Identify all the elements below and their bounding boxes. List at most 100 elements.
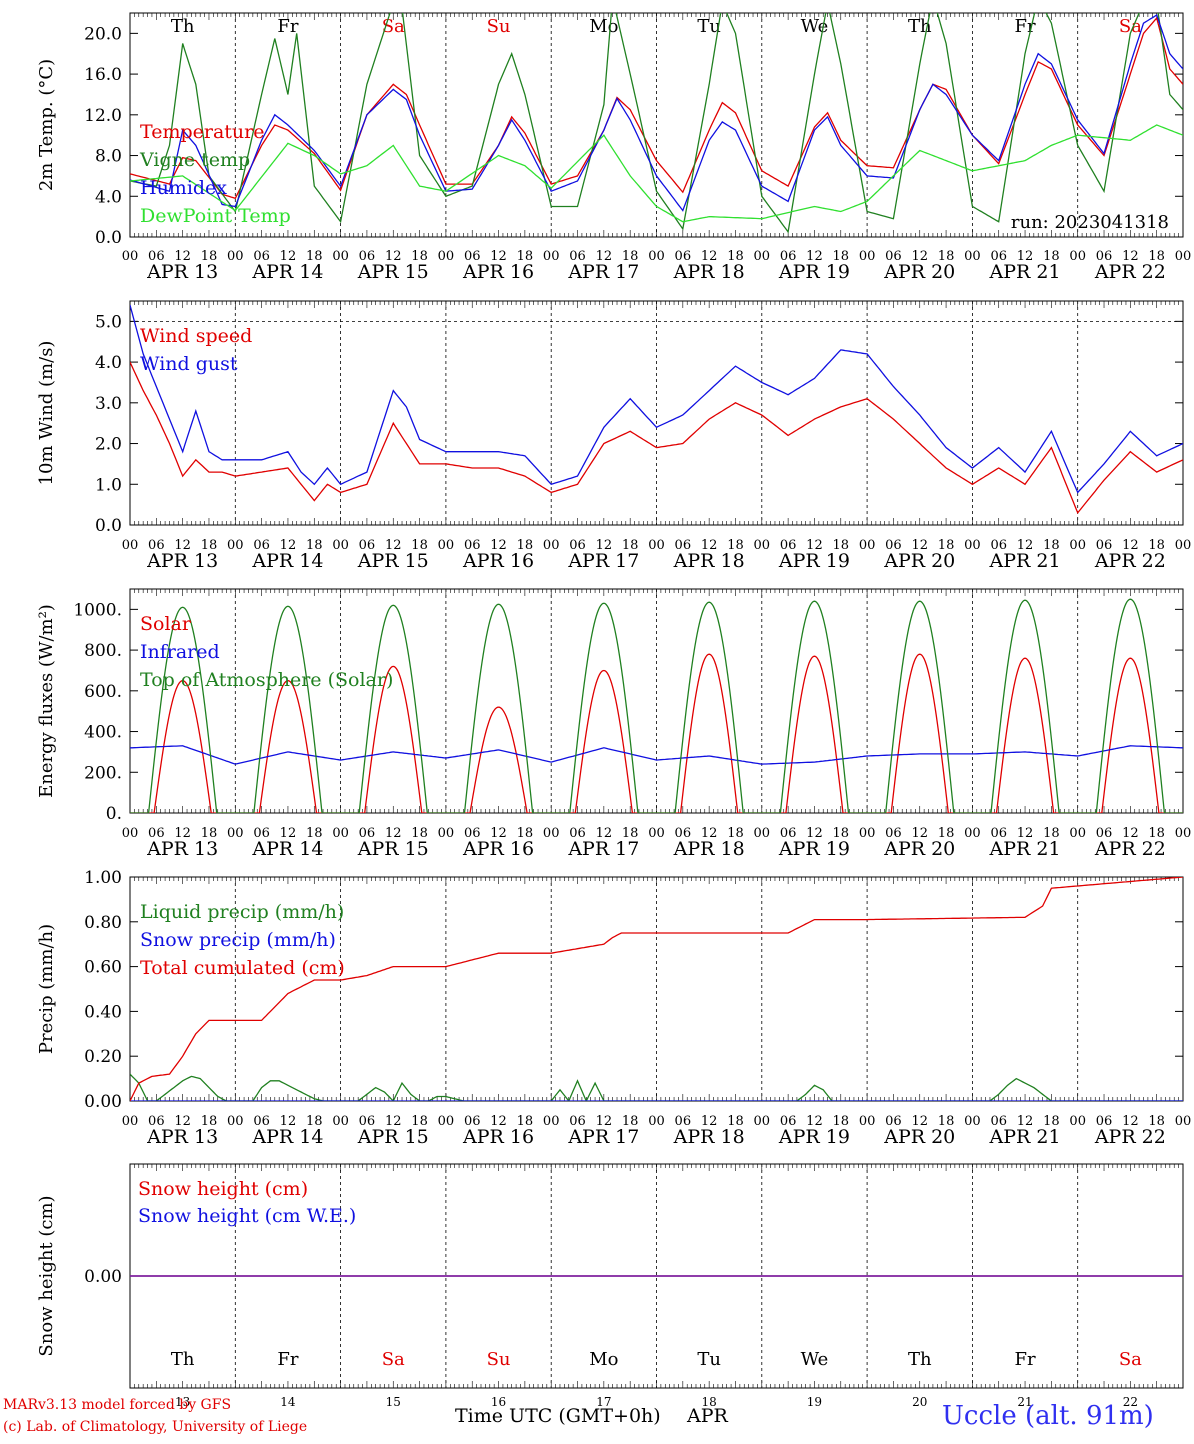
hour-tick-label: 00 [1175,249,1192,264]
day-label: APR 14 [251,261,323,283]
day-label: APR 20 [883,838,955,860]
hour-tick-label: 00 [543,826,560,841]
day-label: APR 18 [673,838,745,860]
day-number: 19 [807,1395,822,1409]
hour-tick-label: 06 [675,538,692,553]
day-name: Fr [277,16,298,37]
hour-tick-label: 06 [780,249,797,264]
hour-tick-label: 00 [332,249,349,264]
hour-tick-label: 12 [596,538,613,553]
day-label: APR 19 [778,1126,850,1148]
hour-tick-label: 12 [911,1114,928,1129]
y-tick-label: 0.60 [84,958,122,978]
y-tick-label: 800. [84,641,122,661]
y-tick-label: 0.80 [84,913,122,933]
hour-tick-label: 00 [1069,1114,1086,1129]
y-tick-label: 600. [84,682,122,702]
hour-tick-label: 06 [885,1114,902,1129]
hour-tick-label: 00 [648,1114,665,1129]
day-label: APR 19 [778,261,850,283]
day-label: APR 16 [462,261,534,283]
hour-tick-label: 18 [622,538,639,553]
hour-tick-label: 18 [727,538,744,553]
hour-tick-label: 00 [1175,538,1192,553]
day-label: APR 21 [989,1126,1061,1148]
day-label: APR 16 [462,838,534,860]
hour-tick-label: 12 [1122,826,1139,841]
hour-tick-label: 18 [517,538,534,553]
hour-tick-label: 00 [754,826,771,841]
hour-tick-label: 12 [490,826,507,841]
hour-tick-label: 00 [227,249,244,264]
hour-tick-label: 00 [438,249,455,264]
hour-tick-label: 12 [1017,249,1034,264]
day-label: APR 14 [251,1126,323,1148]
hour-tick-label: 18 [411,1114,428,1129]
hour-tick-label: 00 [332,538,349,553]
hour-tick-label: 12 [1122,249,1139,264]
hour-tick-label: 12 [490,249,507,264]
hour-tick-label: 12 [911,538,928,553]
credit-line-1: MARv3.13 model forced by GFS [3,1397,232,1413]
hour-tick-label: 06 [569,1114,586,1129]
legend-entry: Wind gust [140,353,238,375]
day-label: APR 15 [357,261,429,283]
hour-tick-label: 18 [306,249,323,264]
hour-tick-label: 12 [385,826,402,841]
hour-tick-label: 06 [1096,826,1113,841]
hour-tick-label: 06 [148,538,165,553]
day-name: Tu [697,1349,721,1370]
hour-tick-label: 12 [1017,826,1034,841]
y-tick-label: 8.0 [95,147,122,167]
hour-tick-label: 00 [438,538,455,553]
hour-tick-label: 06 [990,249,1007,264]
day-label: APR 18 [673,550,745,572]
hour-tick-label: 06 [1096,538,1113,553]
hour-tick-label: 06 [990,538,1007,553]
hour-tick-label: 00 [859,1114,876,1129]
x-axis-label: Time UTC (GMT+0h) [455,1405,661,1427]
hour-tick-label: 18 [1148,1114,1165,1129]
hour-tick-label: 12 [280,1114,297,1129]
y-axis-label: 10m Wind (m/s) [36,341,57,486]
hour-tick-label: 18 [938,249,955,264]
hour-tick-label: 06 [675,826,692,841]
panel-frame [129,300,1184,526]
hour-tick-label: 00 [648,249,665,264]
hour-tick-label: 12 [806,249,823,264]
day-label: APR 17 [567,261,639,283]
day-name: Su [487,16,511,37]
day-number: 20 [912,1395,927,1409]
day-name: Th [171,1349,195,1370]
hour-tick-label: 12 [280,826,297,841]
hour-tick-label: 00 [859,538,876,553]
day-label: APR 20 [883,550,955,572]
hour-tick-label: 06 [569,826,586,841]
series-line-wind-gust [130,304,1183,494]
y-tick-label: 4.0 [95,187,122,207]
day-label: APR 15 [357,838,429,860]
hour-tick-label: 18 [1043,538,1060,553]
y-tick-label: 1.0 [95,475,122,495]
series-line-liquid-precip-mm-h- [130,1073,1183,1101]
hour-tick-label: 12 [701,826,718,841]
hour-tick-label: 00 [332,1114,349,1129]
hour-tick-label: 00 [754,538,771,553]
day-label: APR 13 [146,261,218,283]
day-label: APR 13 [146,1126,218,1148]
hour-tick-label: 12 [1017,1114,1034,1129]
hour-tick-label: 00 [964,249,981,264]
hour-tick-label: 12 [911,249,928,264]
y-tick-label: 16.0 [84,65,122,85]
hour-tick-label: 18 [1148,826,1165,841]
hour-tick-label: 18 [938,1114,955,1129]
hour-tick-label: 12 [701,538,718,553]
hour-tick-label: 06 [253,826,270,841]
y-tick-label: 0.40 [84,1002,122,1022]
y-tick-label: 2.0 [95,435,122,455]
legend-entry: Temperature [140,121,264,143]
day-name: Th [908,1349,932,1370]
hour-tick-label: 12 [701,249,718,264]
day-label: APR 21 [989,550,1061,572]
